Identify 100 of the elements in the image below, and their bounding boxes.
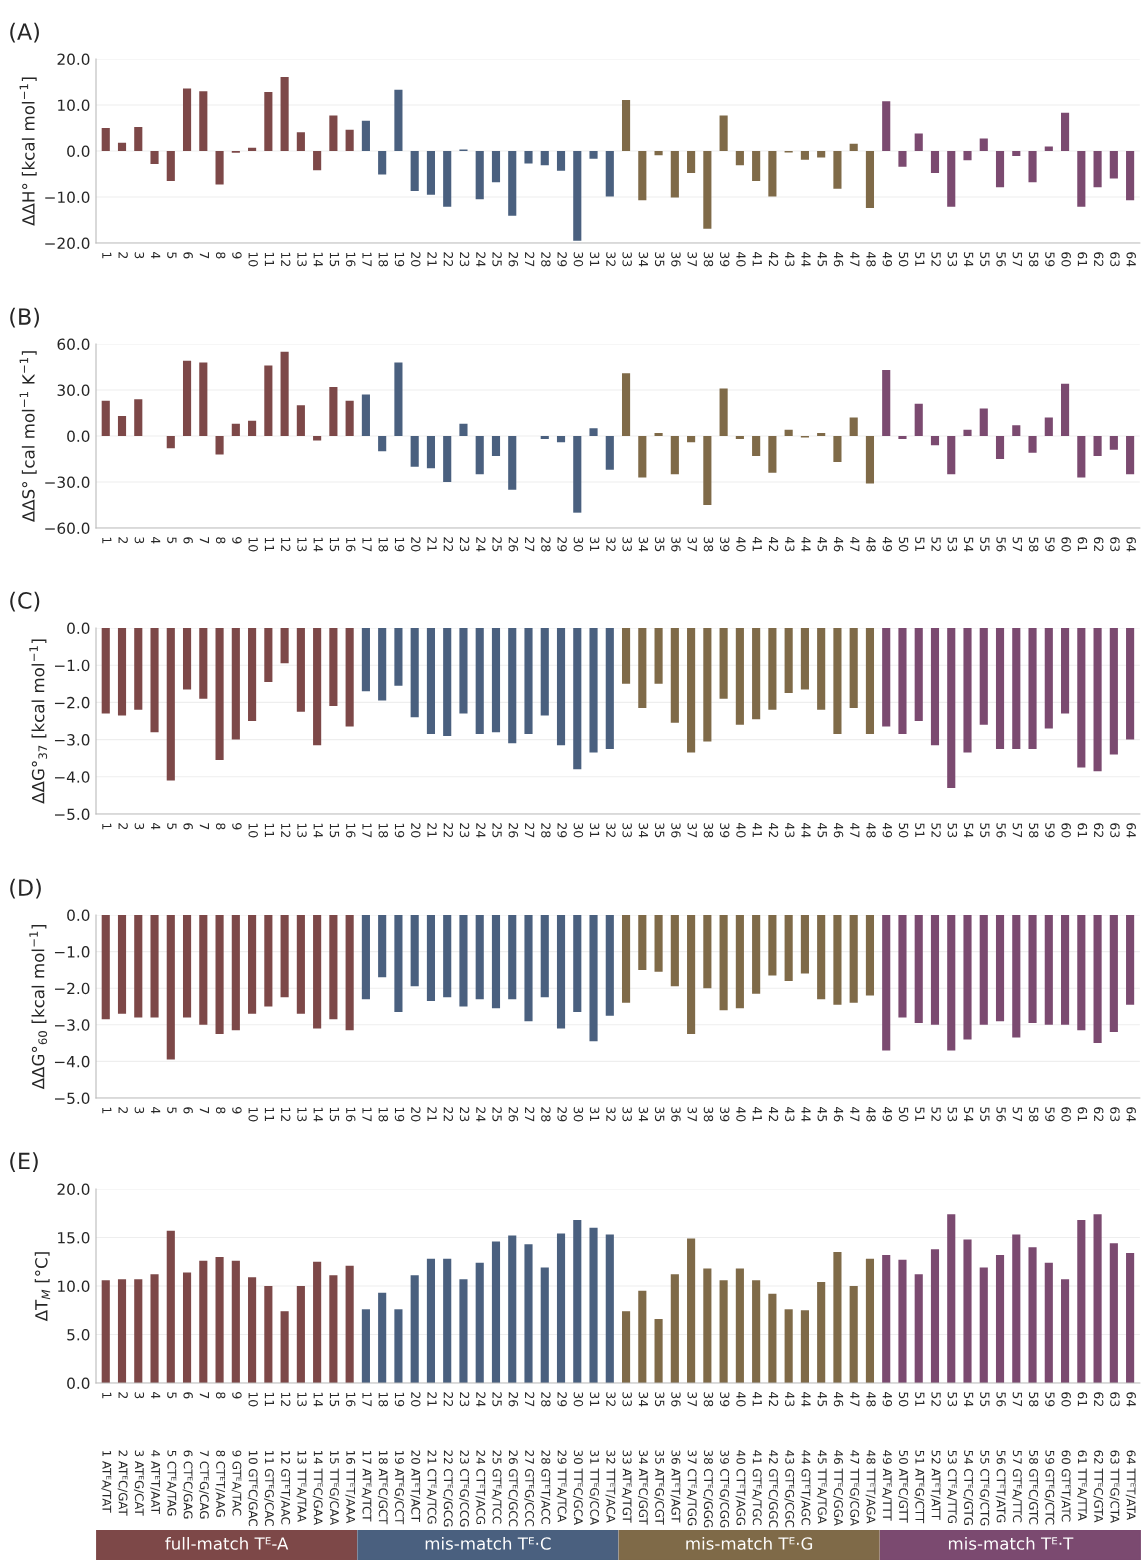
bar [1012, 425, 1021, 436]
bar [491, 436, 501, 456]
text: 11 GTᴱG/CAC [264, 1450, 274, 1526]
text: 30 TTᴱC/GCA [572, 1450, 583, 1525]
x-tick-label: 26 [508, 537, 519, 552]
bar [134, 127, 143, 151]
bar [264, 365, 273, 436]
x-tick-label: 40 [736, 1391, 746, 1407]
bar [199, 362, 208, 436]
bar [979, 1267, 988, 1383]
bar [898, 1259, 907, 1383]
bar [556, 151, 566, 171]
x-tick-label: 59 [1045, 537, 1055, 552]
x-tick-label: 10 [248, 823, 258, 838]
text: 53 CTᴱA/TTG [946, 1450, 957, 1524]
x-tick-label: 22 [443, 1107, 454, 1121]
bar [443, 151, 452, 207]
x-tick-label: 64 [1126, 252, 1136, 267]
x-tick-label: 11 [264, 1392, 275, 1407]
x-tick-label: 60 [1061, 1107, 1071, 1122]
bar [1093, 436, 1102, 456]
bar [182, 360, 192, 436]
text: 33 ATᴱA/TGT [621, 1450, 632, 1523]
bar [589, 151, 598, 159]
x-tick-label: 23 [459, 823, 470, 838]
x-tick-label: 40 [736, 251, 746, 267]
x-tick-label: 27 [525, 1392, 535, 1407]
x-tick-label: 24 [476, 1392, 486, 1407]
bar [1077, 151, 1086, 207]
bar [882, 1254, 891, 1383]
bar [573, 436, 582, 513]
x-tick-label: 56 [996, 252, 1006, 267]
bar [215, 1256, 224, 1383]
x-tick-label: 32 [606, 252, 616, 266]
bar [1093, 151, 1102, 188]
bar [784, 429, 793, 436]
x-tick-label: 29 [557, 1107, 567, 1122]
x-tick-label: 3 [134, 252, 145, 259]
x-tick-label: 9 [232, 1392, 242, 1399]
text: 42 GTᴱC/GGC [768, 1450, 778, 1528]
text: 1 ATᴱA/TAT [101, 1450, 112, 1513]
bar [150, 1274, 159, 1383]
x-tick-label: 28 [541, 537, 551, 552]
bar [719, 115, 728, 151]
bar [345, 1265, 354, 1383]
y-tick-label: −4.0 [54, 771, 90, 783]
x-tick-label: 32 [606, 1107, 616, 1121]
bar [752, 1280, 761, 1383]
x-tick-label: 17 [362, 1392, 372, 1407]
text: 41 GTᴱA/TGC [751, 1450, 762, 1526]
x-tick-label: 33 [622, 537, 632, 552]
y-tick-label: 60.0 [57, 338, 90, 351]
x-tick-label: 63 [1110, 537, 1120, 552]
x-tick-label: 58 [1028, 252, 1039, 267]
x-tick-label: 48 [866, 251, 876, 267]
bar [313, 436, 322, 441]
x-tick-label: 36 [671, 1107, 681, 1122]
x-tick-label: 28 [541, 1392, 551, 1407]
x-tick-label: 20 [411, 1107, 421, 1122]
bar [735, 1268, 744, 1383]
x-tick-label: 1 [102, 537, 112, 544]
x-tick-label: 47 [850, 822, 860, 838]
x-tick-label: 8 [215, 1107, 226, 1114]
x-tick-label: 9 [232, 1107, 242, 1114]
bar [361, 120, 370, 151]
x-tick-label: 62 [1093, 1107, 1104, 1121]
x-tick-label: 2 [118, 1107, 128, 1114]
bar [231, 423, 240, 436]
bar [670, 151, 679, 198]
text: 37 CTᴱA/TGG [686, 1450, 697, 1526]
y-axis-title: ΔΔG°$_{60}$ [kcal mol$^{−1}$] [29, 925, 48, 1090]
x-tick-label: 38 [703, 1107, 714, 1122]
x-tick-label: 50 [898, 1107, 909, 1122]
bar [833, 151, 842, 189]
x-tick-label: 20 [411, 1392, 421, 1407]
x-tick-label: 10 [248, 1392, 258, 1407]
bar [329, 115, 338, 151]
bar [345, 129, 354, 151]
bar [264, 92, 273, 151]
x-tick-label: 4 [151, 536, 161, 544]
x-tick-label: 54 [963, 823, 974, 838]
x-tick-label: 49 [882, 1391, 893, 1407]
text: 4 ATᴱT/AAT [150, 1450, 160, 1514]
x-tick-label: 18 [378, 252, 388, 267]
bar [394, 1309, 403, 1383]
x-tick-label: 43 [785, 1106, 795, 1122]
text: 56 CTᴱT/ATG [995, 1450, 1006, 1523]
bar [703, 151, 712, 229]
text: 47 TTᴱG/CGA [849, 1450, 860, 1526]
x-tick-label: 56 [996, 1392, 1006, 1407]
bar [963, 1239, 972, 1383]
x-tick-label: 23 [459, 252, 470, 267]
bar [1028, 436, 1037, 453]
x-tick-label: 30 [573, 252, 584, 267]
text: 3 ATᴱG/CAT [133, 1450, 144, 1516]
x-tick-label: 42 [768, 1391, 779, 1406]
bar [410, 1275, 419, 1383]
x-tick-label: 36 [671, 252, 681, 267]
x-tick-label: 13 [297, 1392, 307, 1407]
x-tick-label: 55 [980, 1107, 990, 1122]
